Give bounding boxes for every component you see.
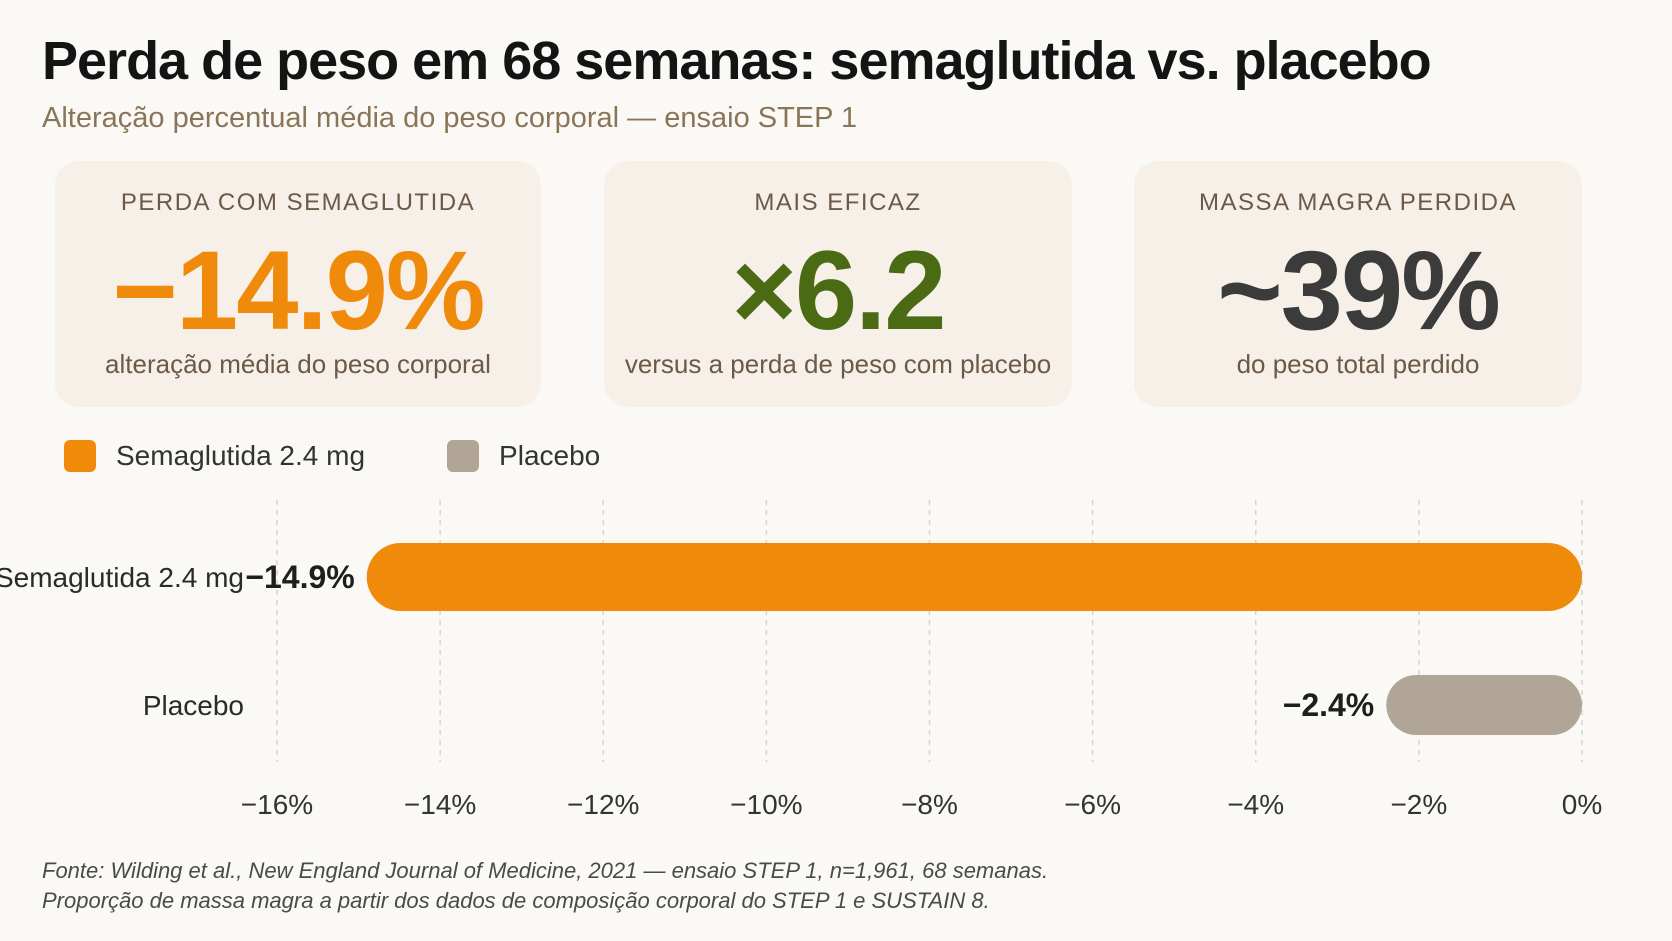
stat-card-label: MAIS EFICAZ <box>754 189 922 216</box>
bar <box>366 543 1582 611</box>
bar-value-label: −2.4% <box>1283 687 1375 723</box>
bar-chart: −14.9%Semaglutida 2.4 mg −2.4% Placebo −16… <box>0 500 1602 820</box>
stat-card-label: MASSA MAGRA PERDIDA <box>1199 189 1517 216</box>
x-tick-label: −14% <box>404 789 476 820</box>
legend-item-placebo: Placebo <box>447 440 600 472</box>
legend-swatch <box>447 440 480 472</box>
chart-legend: Semaglutida 2.4 mg Placebo <box>64 440 682 472</box>
legend-label: Placebo <box>499 440 601 471</box>
x-tick-label: −8% <box>901 789 958 820</box>
source-footnote: Fonte: Wilding et al., New England Journ… <box>42 856 1048 916</box>
x-tick-label: −6% <box>1064 789 1121 820</box>
stat-card-label: PERDA COM SEMAGLUTIDA <box>120 189 476 216</box>
x-tick-label: −12% <box>567 789 639 820</box>
legend-item-semaglutide: Semaglutida 2.4 mg <box>64 440 365 472</box>
bar-value-label: −14.9% <box>245 559 354 595</box>
stat-card-value: −14.9% <box>112 228 486 353</box>
chart-subtitle: Alteração percentual média do peso corpo… <box>42 102 858 134</box>
bar <box>1386 675 1582 735</box>
x-tick-label: −4% <box>1227 789 1284 820</box>
x-axis-ticks: −16% −14% −12% −10% −8% −6% −4% −2% 0% <box>241 789 1602 820</box>
stat-card-lean-mass: MASSA MAGRA PERDIDA ~39% do peso total p… <box>1134 161 1582 407</box>
legend-swatch <box>64 440 96 472</box>
stat-card-description: do peso total perdido <box>1236 349 1480 379</box>
stat-card-value: ~39% <box>1217 228 1501 353</box>
x-tick-label: 0% <box>1562 789 1602 820</box>
bars: −14.9%Semaglutida 2.4 mg −2.4% Placebo <box>0 543 1582 735</box>
x-tick-label: −2% <box>1390 789 1447 820</box>
footnote-line-2: Proporção de massa magra a partir dos da… <box>42 888 990 913</box>
x-tick-label: −16% <box>241 789 313 820</box>
category-label: Placebo <box>143 690 244 721</box>
stat-card-semaglutide-loss: PERDA COM SEMAGLUTIDA −14.9% alteração m… <box>55 161 541 407</box>
footnote-line-1: Fonte: Wilding et al., New England Journ… <box>42 858 1049 883</box>
legend-label: Semaglutida 2.4 mg <box>116 440 366 471</box>
stat-card-description: versus a perda de peso com placebo <box>624 349 1052 379</box>
category-label: Semaglutida 2.4 mg <box>0 562 244 593</box>
stat-card-value: ×6.2 <box>731 228 946 353</box>
stat-card-description: alteração média do peso corporal <box>105 349 491 379</box>
stat-card-efficacy: MAIS EFICAZ ×6.2 versus a perda de peso … <box>604 161 1072 407</box>
grid-lines <box>276 500 1583 762</box>
x-tick-label: −10% <box>730 789 802 820</box>
chart-title: Perda de peso em 68 semanas: semaglutida… <box>42 31 1432 91</box>
